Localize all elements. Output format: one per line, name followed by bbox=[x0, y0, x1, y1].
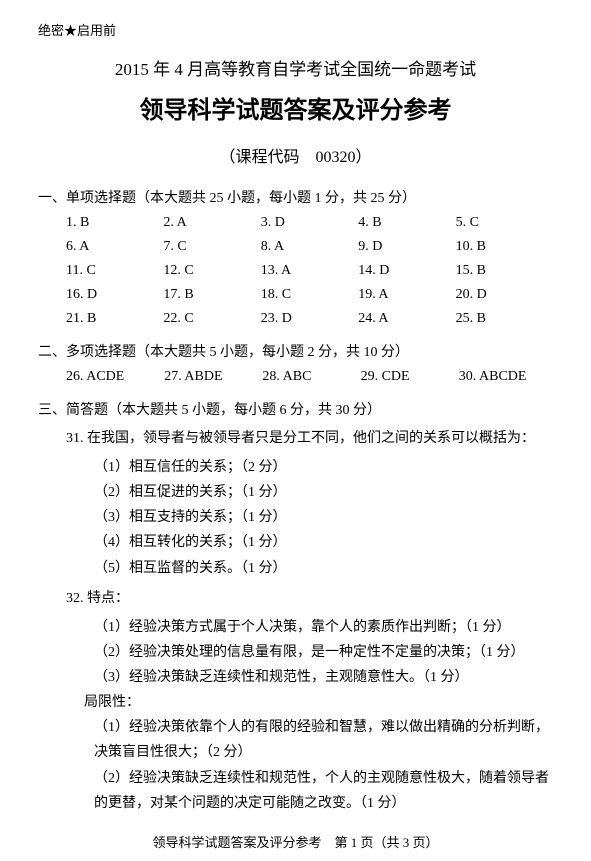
q31-stem: 31. 在我国，领导者与被领导者只是分工不同，他们之间的关系可以概括为： bbox=[66, 427, 553, 451]
q31-item: （1）相互信任的关系；（2 分） bbox=[94, 455, 553, 480]
answer-cell: 8. A bbox=[261, 239, 358, 255]
answer-cell: 10. B bbox=[456, 239, 553, 255]
exam-main-title: 领导科学试题答案及评分参考 bbox=[38, 90, 553, 125]
answer-cell: 7. C bbox=[163, 239, 260, 255]
answer-cell: 16. D bbox=[66, 287, 163, 303]
course-code: （课程代码 00320） bbox=[38, 143, 553, 167]
confidential-label: 绝密★启用前 bbox=[38, 20, 553, 39]
answer-cell: 22. C bbox=[163, 311, 260, 327]
answer-cell: 20. D bbox=[456, 287, 553, 303]
answer-cell: 17. B bbox=[163, 287, 260, 303]
answer-cell: 11. C bbox=[66, 263, 163, 279]
q32-feature: （1）经验决策方式属于个人决策，靠个人的素质作出判断；（1 分） bbox=[94, 615, 553, 640]
q32-feature: （3）经验决策缺乏连续性和规范性，主观随意性大。（1 分） bbox=[94, 665, 553, 690]
answer-cell: 28. ABC bbox=[262, 369, 356, 385]
answer-cell: 15. B bbox=[456, 263, 553, 279]
q32-limit-label: 局限性： bbox=[84, 690, 553, 715]
answer-cell: 12. C bbox=[163, 263, 260, 279]
q32-limit: （2）经验决策缺乏连续性和规范性，个人的主观随意性极大，随着领导者的更替，对某个… bbox=[94, 766, 553, 816]
answer-cell: 1. B bbox=[66, 215, 163, 231]
answer-cell: 2. A bbox=[163, 215, 260, 231]
answer-cell: 14. D bbox=[358, 263, 455, 279]
answer-cell: 23. D bbox=[261, 311, 358, 327]
answer-cell: 30. ABCDE bbox=[459, 369, 553, 385]
answer-cell: 24. A bbox=[358, 311, 455, 327]
section1-heading: 一、单项选择题（本大题共 25 小题，每小题 1 分，共 25 分） bbox=[38, 187, 553, 207]
answer-cell: 9. D bbox=[358, 239, 455, 255]
q32-feature: （2）经验决策处理的信息量有限，是一种定性不定量的决策；（1 分） bbox=[94, 640, 553, 665]
answer-cell: 13. A bbox=[261, 263, 358, 279]
answer-cell: 5. C bbox=[456, 215, 553, 231]
answer-cell: 26. ACDE bbox=[66, 369, 160, 385]
answer-cell: 6. A bbox=[66, 239, 163, 255]
page-footer: 领导科学试题答案及评分参考 第 1 页（共 3 页） bbox=[38, 832, 553, 851]
q31-item: （3）相互支持的关系；（1 分） bbox=[94, 505, 553, 530]
exam-title-line: 2015 年 4 月高等教育自学考试全国统一命题考试 bbox=[38, 55, 553, 80]
single-answer-grid: 1. B 2. A 3. D 4. B 5. C 6. A 7. C 8. A … bbox=[66, 215, 553, 327]
answer-cell: 27. ABDE bbox=[164, 369, 258, 385]
exam-answer-page: 绝密★启用前 2015 年 4 月高等教育自学考试全国统一命题考试 领导科学试题… bbox=[0, 0, 591, 861]
q31-item: （2）相互促进的关系；（1 分） bbox=[94, 480, 553, 505]
multi-answer-grid: 26. ACDE 27. ABDE 28. ABC 29. CDE 30. AB… bbox=[66, 369, 553, 385]
q31-item: （4）相互转化的关系；（1 分） bbox=[94, 530, 553, 555]
answer-cell: 21. B bbox=[66, 311, 163, 327]
q32-limit: （1）经验决策依靠个人的有限的经验和智慧，难以做出精确的分析判断，决策盲目性很大… bbox=[94, 715, 553, 765]
section2-heading: 二、多项选择题（本大题共 5 小题，每小题 2 分，共 10 分） bbox=[38, 341, 553, 361]
answer-cell: 29. CDE bbox=[361, 369, 455, 385]
answer-cell: 18. C bbox=[261, 287, 358, 303]
answer-cell: 3. D bbox=[261, 215, 358, 231]
section3-heading: 三、简答题（本大题共 5 小题，每小题 6 分，共 30 分） bbox=[38, 399, 553, 419]
answer-cell: 4. B bbox=[358, 215, 455, 231]
q32-stem: 32. 特点： bbox=[66, 587, 553, 611]
answer-cell: 19. A bbox=[358, 287, 455, 303]
answer-cell: 25. B bbox=[456, 311, 553, 327]
q31-item: （5）相互监督的关系。（1 分） bbox=[94, 556, 553, 581]
